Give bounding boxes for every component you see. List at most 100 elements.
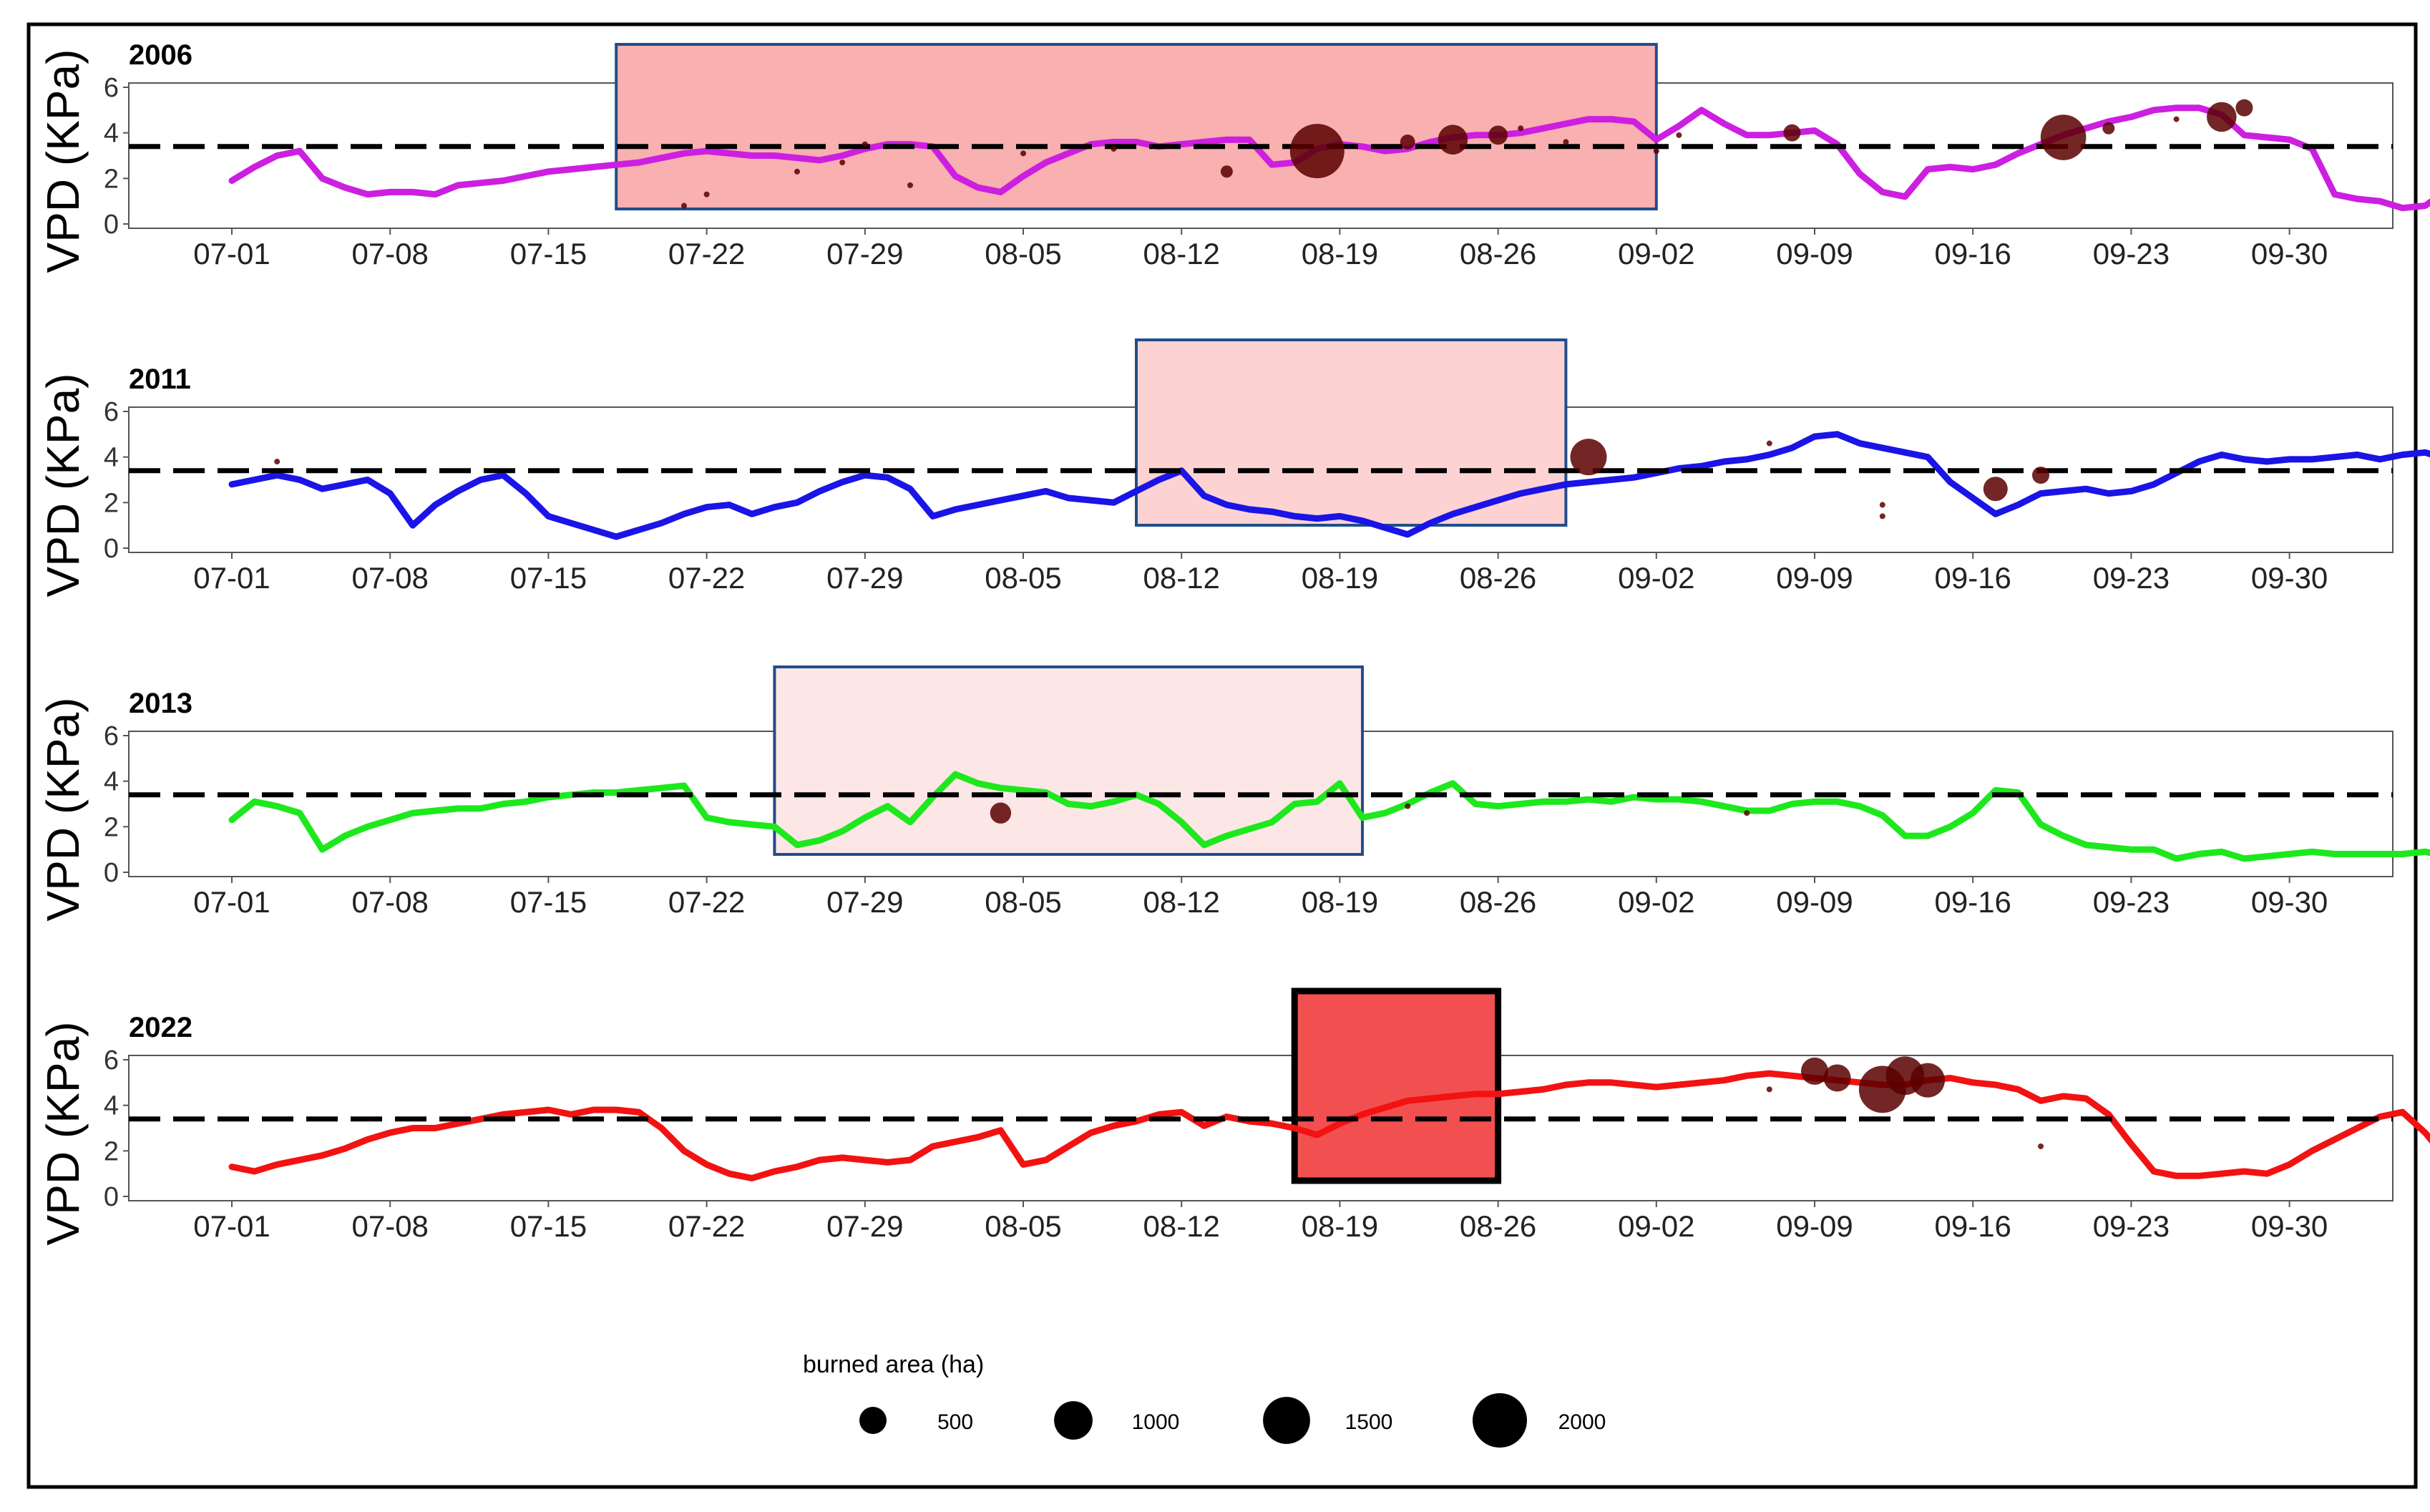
y-axis-label: VPD (KPa) (37, 49, 89, 273)
fire-burned-area-marker (703, 191, 710, 197)
fire-burned-area-marker (1289, 124, 1345, 179)
panel-year-label: 2022 (129, 1012, 192, 1043)
legend-size-marker (859, 1407, 887, 1434)
x-tick-label: 09-16 (1934, 561, 2011, 595)
x-tick-label: 07-29 (826, 561, 903, 595)
x-tick-label: 08-12 (1143, 561, 1219, 595)
fire-burned-area-marker (2102, 122, 2115, 135)
x-tick-label: 09-09 (1776, 561, 1853, 595)
x-tick-label: 09-09 (1776, 1209, 1853, 1243)
x-tick-label: 08-05 (985, 561, 1061, 595)
panel-year-label: 2013 (129, 688, 192, 719)
x-tick-label: 09-23 (2093, 237, 2170, 270)
y-tick-label: 2 (104, 812, 119, 842)
legend-title: burned area (ha) (803, 1351, 984, 1378)
y-tick-label: 2 (104, 164, 119, 194)
x-tick-label: 09-16 (1934, 237, 2011, 270)
chart-panel-2006: 2006 VPD (KPa) 0 2 4 6 07-01 07-08 07-15 07-22 0… (37, 39, 2430, 273)
y-tick-label: 2 (104, 1136, 119, 1166)
fire-burned-area-marker (2173, 116, 2180, 122)
x-tick-label: 07-29 (826, 1209, 903, 1243)
x-tick-label: 09-02 (1618, 885, 1694, 919)
fire-burned-area-marker (1744, 810, 1750, 816)
y-axis-label: VPD (KPa) (37, 1022, 89, 1246)
vpd-series-line (228, 104, 2430, 212)
x-tick-label: 08-26 (1460, 1209, 1536, 1243)
legend-size-marker (1263, 1397, 1310, 1444)
x-tick-label: 08-19 (1302, 885, 1378, 919)
panel-year-label: 2006 (129, 39, 192, 71)
fire-burned-area-marker (1783, 124, 1801, 142)
x-tick-label: 08-19 (1302, 1209, 1378, 1243)
fire-burned-area-marker (1766, 1086, 1772, 1093)
fire-burned-area-marker (2235, 99, 2253, 117)
fire-burned-area-marker (1563, 139, 1569, 145)
y-tick-label: 6 (104, 73, 119, 103)
fire-burned-area-marker (794, 168, 800, 175)
fire-burned-area-marker (1111, 145, 1117, 152)
x-tick-label: 07-08 (351, 561, 428, 595)
y-tick-label: 0 (104, 534, 119, 564)
legend-size-marker (1473, 1393, 1527, 1448)
x-tick-label: 07-08 (351, 1209, 428, 1243)
legend-size-label: 1000 (1132, 1410, 1180, 1434)
x-tick-label: 07-15 (510, 1209, 587, 1243)
x-tick-label: 08-26 (1460, 237, 1536, 270)
x-tick-label: 09-30 (2251, 1209, 2328, 1243)
x-tick-label: 07-15 (510, 561, 587, 595)
burned-area-legend: burned area (ha) 500 1000 1500 2000 (803, 1351, 1606, 1448)
x-tick-label: 08-12 (1143, 1209, 1219, 1243)
chart-panel-2013: 2013 VPD (KPa) 0 2 4 6 07-01 07-08 07-15 07-22 0… (37, 665, 2430, 921)
fire-burned-area-marker (1911, 1063, 1945, 1098)
fire-burned-area-marker (907, 182, 913, 188)
x-tick-label: 09-09 (1776, 885, 1853, 919)
y-tick-label: 0 (104, 1182, 119, 1212)
x-tick-label: 08-12 (1143, 885, 1219, 919)
x-tick-label: 07-01 (193, 1209, 270, 1243)
legend-size-label: 2000 (1558, 1410, 1606, 1434)
x-tick-label: 08-26 (1460, 885, 1536, 919)
fire-burned-area-marker (274, 459, 280, 465)
y-axis-label: VPD (KPa) (37, 374, 89, 598)
x-tick-label: 09-30 (2251, 237, 2328, 270)
x-tick-label: 07-15 (510, 885, 587, 919)
fire-burned-area-marker (1020, 150, 1026, 157)
fire-burned-area-marker (2038, 1143, 2044, 1149)
fire-burned-area-marker (1220, 165, 1233, 178)
fire-burned-area-marker (1801, 1057, 1828, 1085)
fire-burned-area-marker (2207, 102, 2237, 132)
fire-burned-area-marker (1488, 125, 1508, 145)
x-tick-label: 07-15 (510, 237, 587, 270)
fire-burned-area-marker (1570, 439, 1607, 476)
fire-burned-area-marker (990, 802, 1012, 824)
y-tick-label: 0 (104, 858, 119, 888)
x-tick-label: 08-05 (985, 237, 1061, 270)
y-tick-label: 6 (104, 397, 119, 427)
x-tick-label: 09-23 (2093, 1209, 2170, 1243)
x-tick-label: 09-23 (2093, 561, 2170, 595)
fire-burned-area-marker (1983, 477, 2008, 502)
vpd-series-line (228, 431, 2430, 540)
fire-burned-area-marker (839, 160, 846, 166)
x-tick-label: 07-01 (193, 561, 270, 595)
x-tick-label: 08-26 (1460, 561, 1536, 595)
x-tick-label: 07-08 (351, 885, 428, 919)
x-tick-label: 08-05 (985, 1209, 1061, 1243)
x-tick-label: 08-19 (1302, 237, 1378, 270)
chart-panel-2011: 2011 VPD (KPa) 0 2 4 6 07-01 07-08 07-15 07-22 0… (37, 338, 2430, 598)
fire-burned-area-marker (1676, 132, 1682, 138)
fire-burned-area-marker (1879, 513, 1885, 520)
fire-burned-area-marker (1823, 1064, 1851, 1092)
x-tick-label: 09-30 (2251, 885, 2328, 919)
y-tick-label: 6 (104, 721, 119, 751)
x-tick-label: 07-22 (668, 885, 745, 919)
fire-period-box (615, 43, 1658, 210)
x-tick-label: 09-23 (2093, 885, 2170, 919)
y-tick-label: 4 (104, 767, 119, 797)
x-tick-label: 09-02 (1618, 237, 1694, 270)
fire-burned-area-marker (1405, 803, 1411, 809)
x-tick-label: 08-05 (985, 885, 1061, 919)
fire-burned-area-marker (681, 203, 687, 209)
fire-burned-area-marker (1879, 502, 1885, 508)
